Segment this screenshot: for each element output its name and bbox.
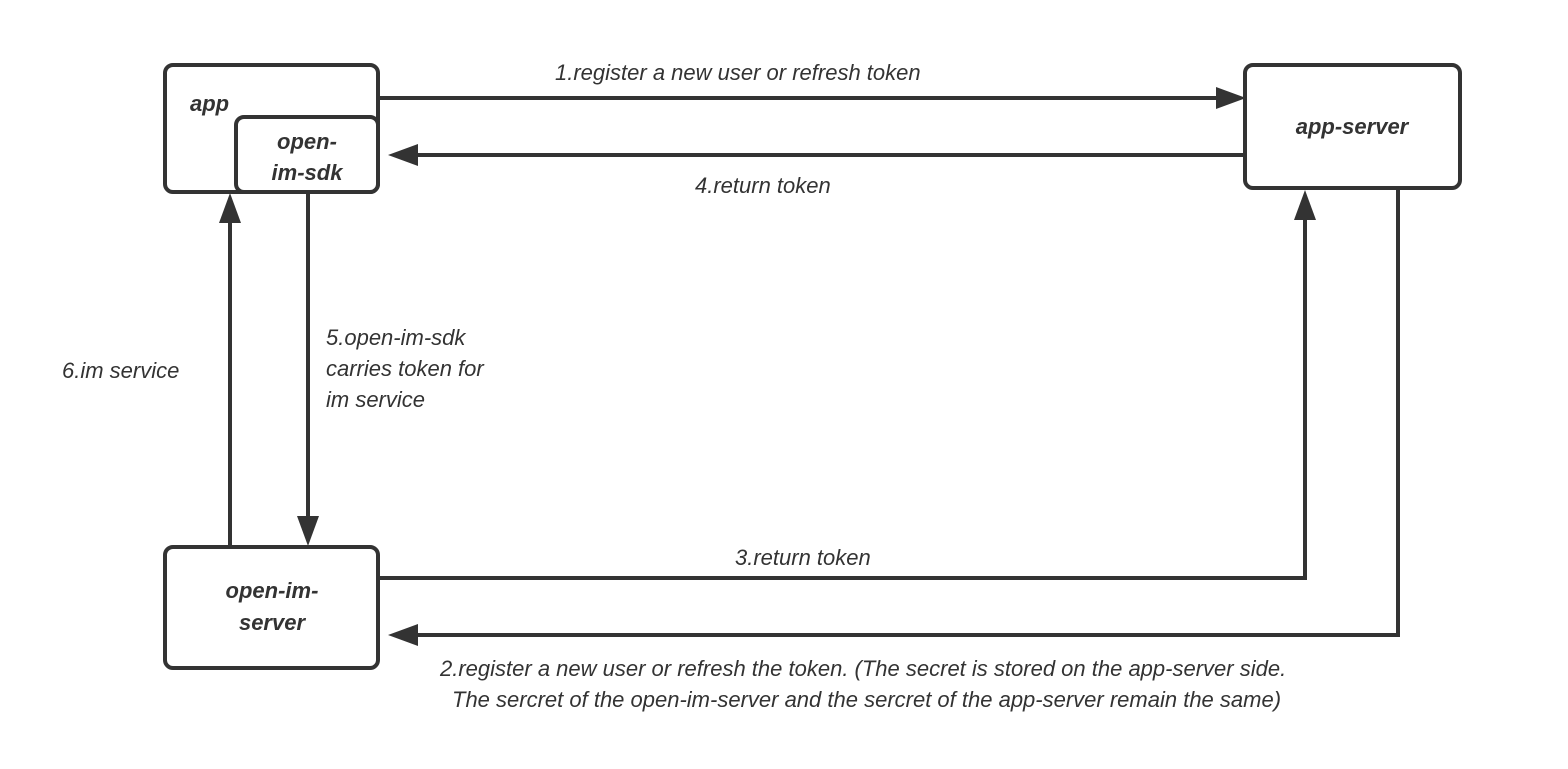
- node-im-server-label-2: server: [239, 610, 307, 635]
- edge-5-label-1: 5.open-im-sdk: [326, 325, 466, 350]
- edge-5-label-2: carries token for: [326, 356, 485, 381]
- edge-5-sdk-to-server: [297, 192, 319, 546]
- edge-3-label: 3.return token: [735, 545, 871, 570]
- edge-6-label: 6.im service: [62, 358, 179, 383]
- node-app-server: app-server: [1243, 63, 1462, 190]
- node-im-server-label-1: open-im-: [226, 578, 319, 603]
- edge-4-label: 4.return token: [695, 173, 831, 198]
- node-open-im-server: open-im- server: [163, 545, 380, 670]
- node-sdk-label-2: im-sdk: [272, 160, 345, 185]
- edge-1-register: [378, 87, 1246, 109]
- node-app-label: app: [190, 91, 229, 116]
- edge-2-label-1: 2.register a new user or refresh the tok…: [439, 656, 1286, 681]
- node-sdk-label-1: open-: [277, 129, 337, 154]
- edge-6-im-service: [219, 193, 241, 547]
- edge-5-label-3: im service: [326, 387, 425, 412]
- edge-3-return-token: [378, 190, 1316, 580]
- node-app-server-label: app-server: [1296, 114, 1410, 139]
- edge-4-return-token: [388, 144, 1245, 166]
- edge-2-label-2: The sercret of the open-im-server and th…: [452, 687, 1281, 712]
- edge-1-label: 1.register a new user or refresh token: [555, 60, 921, 85]
- edge-2-register: [388, 188, 1400, 646]
- node-open-im-sdk: open- im-sdk: [234, 115, 380, 194]
